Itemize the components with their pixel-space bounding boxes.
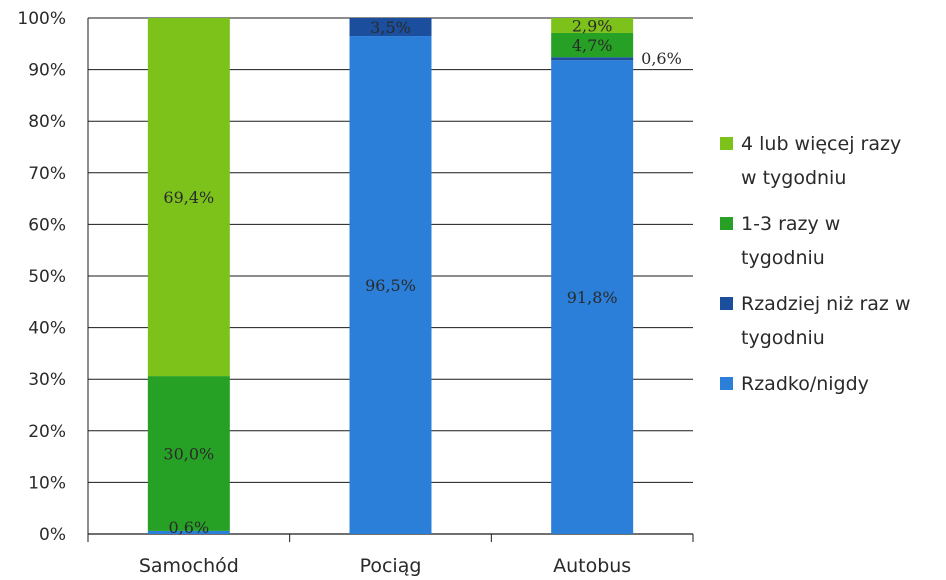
bar-segment <box>551 57 634 61</box>
data-label: 0,6% <box>169 518 210 537</box>
bar-segment <box>349 18 432 37</box>
x-category-label: Autobus <box>553 555 631 577</box>
legend-label: tygodniu <box>741 247 825 269</box>
y-tick-label: 20% <box>28 422 66 442</box>
bar-segment <box>349 36 432 535</box>
data-label: 3,5% <box>370 18 411 37</box>
y-tick-label: 40% <box>28 319 66 339</box>
legend-swatch <box>720 137 733 150</box>
y-tick-label: 10% <box>28 473 66 493</box>
legend-swatch <box>720 217 733 230</box>
data-label: 4,7% <box>572 36 613 55</box>
data-label: 96,5% <box>365 276 416 295</box>
y-tick-label: 60% <box>28 215 66 235</box>
bar-segment <box>551 18 634 33</box>
x-category-label: Pociąg <box>360 555 422 577</box>
legend-swatch <box>720 377 733 390</box>
bar-segment <box>147 530 230 534</box>
bar-segment <box>551 32 634 58</box>
legend-label: Rzadko/nigdy <box>741 373 869 395</box>
legend-label: tygodniu <box>741 327 825 349</box>
legend-label: Rzadziej niż raz w <box>741 293 910 315</box>
y-tick-label: 0% <box>39 525 66 545</box>
data-label: 69,4% <box>163 188 214 207</box>
x-category-label: Samochód <box>139 555 239 577</box>
bar-segment <box>551 60 634 534</box>
y-tick-label: 30% <box>28 370 66 390</box>
y-tick-label: 50% <box>28 267 66 287</box>
legend-label: 1-3 razy w <box>741 213 840 235</box>
y-tick-label: 100% <box>17 9 66 29</box>
legend-swatch <box>720 297 733 310</box>
data-label: 2,9% <box>572 16 613 35</box>
data-label: 30,0% <box>163 445 214 464</box>
legend-label: w tygodniu <box>741 167 846 189</box>
data-label: 91,8% <box>567 288 618 307</box>
data-label: 0,6% <box>641 49 682 68</box>
bar-segment <box>147 376 230 531</box>
y-tick-label: 90% <box>28 61 66 81</box>
y-tick-label: 70% <box>28 164 66 184</box>
legend-label: 4 lub więcej razy <box>741 133 901 155</box>
y-tick-label: 80% <box>28 112 66 132</box>
bar-segment <box>147 18 230 377</box>
